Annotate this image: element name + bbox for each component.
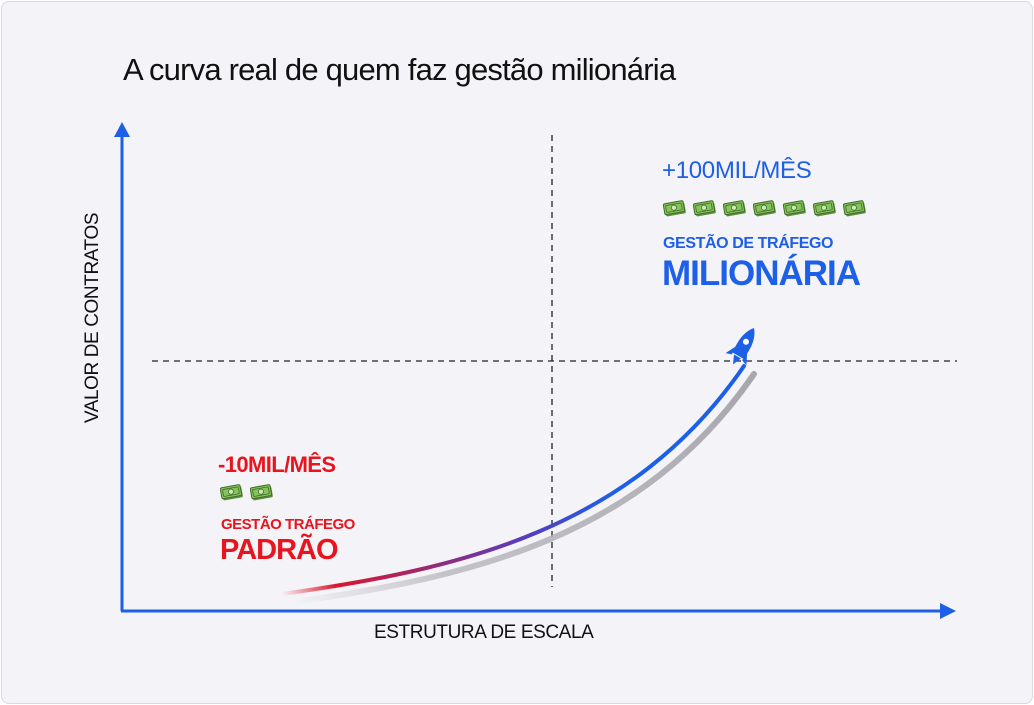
rocket-icon	[725, 327, 755, 366]
money-bill-icon	[813, 200, 836, 217]
money-bill-icon	[783, 200, 806, 217]
high-amount-label: +100MIL/MÊS	[662, 157, 812, 184]
high-category-label: GESTÃO DE TRÁFEGO	[663, 235, 834, 252]
growth-curve	[280, 364, 746, 596]
high-tier-label: MILIONÁRIA	[662, 254, 861, 293]
y-axis-label: VALOR DE CONTRATOS	[82, 212, 103, 424]
low-amount-label: -10MIL/MÊS	[218, 452, 336, 477]
money-bill-icon	[723, 200, 746, 217]
low-category-label: GESTÃO TRÁFEGO	[221, 516, 355, 533]
diagram-title: A curva real de quem faz gestão milionár…	[123, 52, 676, 87]
money-bill-icon	[693, 200, 716, 217]
money-bill-icon	[220, 484, 243, 501]
money-bill-icon	[663, 200, 686, 217]
curve-shadow	[291, 371, 757, 605]
money-bill-icon	[753, 200, 776, 217]
x-axis-label: ESTRUTURA DE ESCALA	[374, 622, 594, 643]
x-axis-arrowhead	[940, 603, 956, 619]
high-money-row	[663, 198, 867, 218]
money-bill-icon	[843, 200, 866, 217]
y-axis-arrowhead	[114, 122, 130, 137]
low-money-row	[220, 482, 274, 502]
money-bill-icon	[250, 484, 273, 501]
low-tier-label: PADRÃO	[220, 534, 339, 566]
